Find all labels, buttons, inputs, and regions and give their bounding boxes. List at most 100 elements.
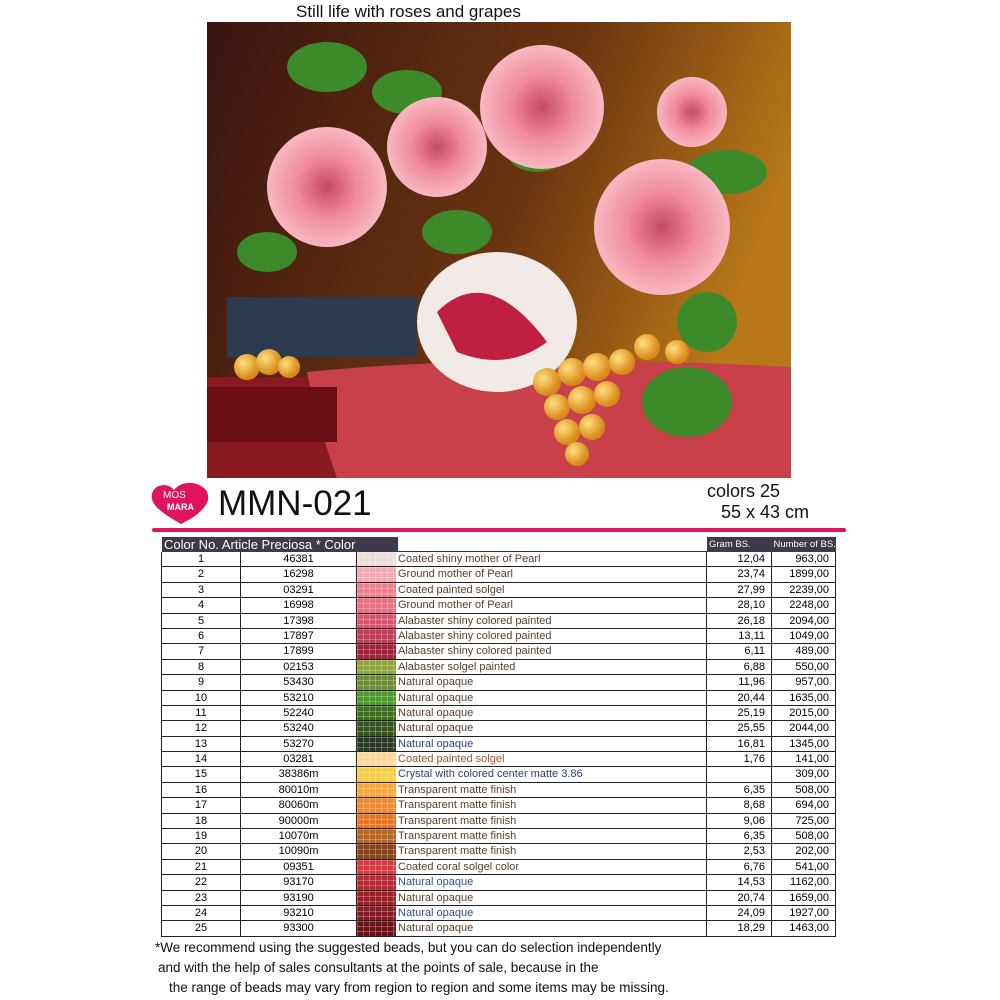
table-row: 17 80060m Transparent matte finish 8,68 694,… [161, 798, 836, 814]
gram-value: 8,68 [707, 798, 772, 813]
gram-value: 2,53 [707, 844, 772, 859]
article-number: 52240 [241, 705, 357, 721]
article-number: 93170 [241, 875, 357, 890]
article-number: 03291 [241, 582, 357, 598]
color-swatch [357, 859, 396, 875]
bead-count: 2248,00 [772, 598, 836, 613]
color-swatch [357, 690, 396, 705]
table-row: 19 10070m Transparent matte finish 6,35 508,… [161, 829, 836, 845]
table-row: 3 03291 Coated painted solgel 27,99 2239,00 [161, 582, 836, 599]
color-number: 20 [161, 844, 241, 859]
color-number: 21 [161, 859, 241, 875]
bead-description: Alabaster shiny colored painted [396, 644, 707, 659]
article-number: 53430 [241, 675, 357, 690]
color-number: 7 [161, 644, 241, 659]
color-number: 24 [161, 905, 241, 921]
gram-value: 12,04 [707, 552, 772, 567]
table-row: 9 53430 Natural opaque 11,96 957,00 [161, 675, 836, 691]
table-row: 20 10090m Transparent matte finish 2,53 202,… [161, 844, 836, 860]
article-number: 16998 [241, 598, 357, 613]
color-swatch [357, 813, 396, 829]
gram-value: 1,76 [707, 752, 772, 767]
color-swatch [357, 844, 396, 859]
color-number: 17 [161, 798, 241, 813]
note-line-2: and with the help of sales consultants a… [158, 960, 599, 975]
color-swatch [357, 752, 396, 767]
color-number: 16 [161, 782, 241, 798]
bead-count: 1345,00 [772, 736, 836, 752]
bead-count: 1635,00 [772, 690, 836, 705]
table-row: 11 52240 Natural opaque 25,19 2015,00 [161, 705, 836, 722]
table-row: 15 38386m Crystal with colored center matt… [161, 767, 836, 783]
table-row: 8 02153 Alabaster solgel painted 6,88 550,00 [161, 659, 836, 676]
article-number: 53270 [241, 736, 357, 752]
bead-description: Coated painted solgel [396, 752, 707, 767]
bead-count: 2094,00 [772, 613, 836, 628]
color-number: 10 [161, 690, 241, 705]
color-number: 23 [161, 890, 241, 905]
bead-count: 489,00 [772, 644, 836, 659]
table-row: 22 93170 Natural opaque 14,53 1162,00 [161, 875, 836, 891]
bead-description: Coated painted solgel [396, 582, 707, 598]
gram-value [707, 767, 772, 782]
bead-count: 550,00 [772, 659, 836, 675]
article-number: 80010m [241, 782, 357, 798]
table-row: 10 53210 Natural opaque 20,44 1635,00 [161, 690, 836, 706]
color-number: 5 [161, 613, 241, 628]
bead-description: Natural opaque [396, 890, 707, 905]
color-number: 8 [161, 659, 241, 675]
header-number: Number of BS. [773, 539, 836, 550]
gram-value: 6,35 [707, 782, 772, 798]
article-number: 93210 [241, 905, 357, 921]
bead-description: Alabaster shiny colored painted [396, 613, 707, 628]
gram-value: 20,74 [707, 890, 772, 905]
color-number: 14 [161, 752, 241, 767]
color-swatch [357, 829, 396, 844]
article-number: 10070m [241, 829, 357, 844]
color-swatch [357, 782, 396, 798]
color-number: 4 [161, 598, 241, 613]
gram-value: 23,74 [707, 567, 772, 582]
note-line-1: *We recommend using the suggested beads,… [155, 940, 662, 955]
article-number: 17899 [241, 644, 357, 659]
bead-description: Ground mother of Pearl [396, 598, 707, 613]
gram-value: 6,11 [707, 644, 772, 659]
bead-description: Transparent matte finish [396, 813, 707, 829]
bead-description: Natural opaque [396, 721, 707, 736]
color-number: 2 [161, 567, 241, 582]
gram-value: 25,19 [707, 705, 772, 721]
mosmara-logo: MOS MARA [151, 482, 209, 524]
color-number: 12 [161, 721, 241, 736]
bead-description: Coated shiny mother of Pearl [396, 552, 707, 567]
table-row: 4 16998 Ground mother of Pearl 28,10 2248,00 [161, 598, 836, 614]
table-row: 1 46381 Coated shiny mother of Pearl 12,04 9… [161, 552, 836, 568]
article-number: 02153 [241, 659, 357, 675]
bead-count: 141,00 [772, 752, 836, 767]
table-row: 14 03281 Coated painted solgel 1,76 141,00 [161, 752, 836, 768]
color-swatch [357, 628, 396, 644]
gram-value: 16,81 [707, 736, 772, 752]
color-number: 3 [161, 582, 241, 598]
color-swatch [357, 644, 396, 659]
bead-description: Natural opaque [396, 736, 707, 752]
bead-count: 1659,00 [772, 890, 836, 905]
article-number: 93300 [241, 921, 357, 936]
bead-description: Natural opaque [396, 875, 707, 890]
table-row: 5 17398 Alabaster shiny colored painted 26,… [161, 613, 836, 629]
table-row: 13 53270 Natural opaque 16,81 1345,00 [161, 736, 836, 753]
gram-value: 11,96 [707, 675, 772, 690]
product-code: MMN-021 [218, 484, 372, 523]
bead-description: Natural opaque [396, 905, 707, 921]
bead-description: Transparent matte finish [396, 829, 707, 844]
article-number: 53210 [241, 690, 357, 705]
bead-count: 1162,00 [772, 875, 836, 890]
color-swatch [357, 582, 396, 598]
color-number: 11 [161, 705, 241, 721]
header-line [398, 551, 707, 552]
color-number: 9 [161, 675, 241, 690]
bead-count: 1899,00 [772, 567, 836, 582]
bead-description: Ground mother of Pearl [396, 567, 707, 582]
article-number: 03281 [241, 752, 357, 767]
bead-table: 1 46381 Coated shiny mother of Pearl 12,04 9… [161, 552, 836, 937]
color-number: 6 [161, 628, 241, 644]
